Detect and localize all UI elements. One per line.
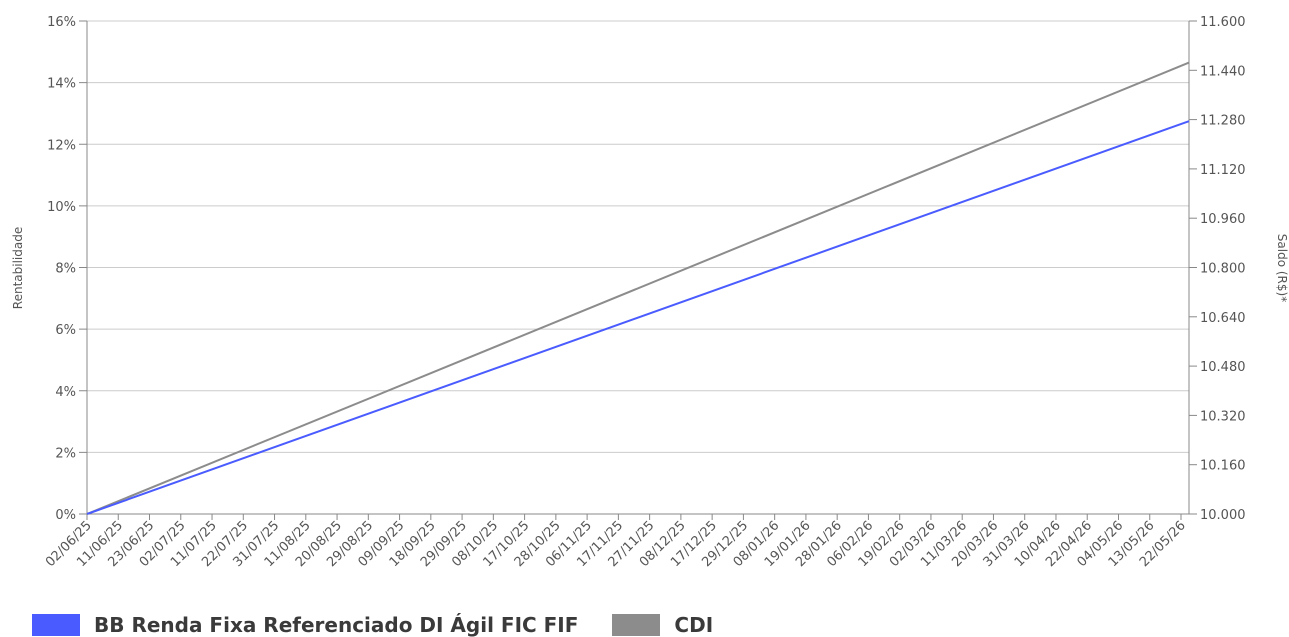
y-right-tick-label: 11.600 bbox=[1200, 15, 1246, 30]
y-right-axis-title: Saldo (R$)* bbox=[1275, 234, 1289, 302]
chart: 0% 2% 4% 6% 8% 10% 12% 14% 16% 10.000 10.160 10.32… bbox=[11, 15, 1289, 570]
y-left-tick-labels: 0% 2% 4% 6% 8% 10% 12% 14% 16% bbox=[47, 15, 87, 523]
x-tick-labels: 02/06/2511/06/2523/06/2502/07/2511/07/25… bbox=[43, 514, 1189, 570]
legend-label-cdi: CDI bbox=[674, 612, 714, 637]
y-left-tick-label: 6% bbox=[55, 323, 76, 338]
y-left-tick-label: 8% bbox=[55, 262, 76, 277]
y-right-tick-label: 11.120 bbox=[1200, 163, 1246, 178]
legend-item-fund[interactable]: BB Renda Fixa Referenciado DI Ágil FIC F… bbox=[32, 613, 578, 637]
y-left-axis-title: Rentabilidade bbox=[11, 227, 25, 309]
legend-item-cdi[interactable]: CDI bbox=[612, 613, 713, 637]
y-left-tick-label: 14% bbox=[47, 77, 76, 92]
y-right-tick-labels: 10.000 10.160 10.320 10.480 10.640 10.800 10.9… bbox=[1189, 15, 1246, 523]
legend: BB Renda Fixa Referenciado DI Ágil FIC F… bbox=[32, 612, 747, 637]
legend-label-fund: BB Renda Fixa Referenciado DI Ágil FIC F… bbox=[94, 612, 579, 637]
y-right-tick-label: 11.440 bbox=[1200, 64, 1246, 79]
series-line-cdi bbox=[86, 61, 1190, 515]
y-right-tick-label: 10.640 bbox=[1200, 311, 1246, 326]
y-right-tick-label: 10.000 bbox=[1200, 508, 1246, 523]
y-right-tick-label: 10.960 bbox=[1200, 212, 1246, 227]
y-left-tick-label: 16% bbox=[47, 15, 76, 30]
y-left-tick-label: 2% bbox=[55, 446, 76, 461]
series-line-fund bbox=[86, 120, 1190, 515]
y-right-tick-label: 10.480 bbox=[1200, 360, 1246, 375]
y-right-tick-label: 11.280 bbox=[1200, 114, 1246, 129]
y-left-tick-label: 10% bbox=[47, 200, 76, 215]
series-lines bbox=[86, 61, 1190, 515]
legend-swatch-cdi bbox=[612, 613, 661, 636]
gridlines bbox=[87, 20, 1189, 453]
y-right-tick-label: 10.800 bbox=[1200, 262, 1246, 277]
y-left-tick-label: 0% bbox=[55, 508, 76, 523]
legend-swatch-fund bbox=[32, 613, 80, 636]
y-right-tick-label: 10.320 bbox=[1200, 409, 1246, 424]
y-right-tick-label: 10.160 bbox=[1200, 459, 1246, 474]
y-left-tick-label: 4% bbox=[55, 385, 76, 400]
y-left-tick-label: 12% bbox=[47, 138, 76, 153]
